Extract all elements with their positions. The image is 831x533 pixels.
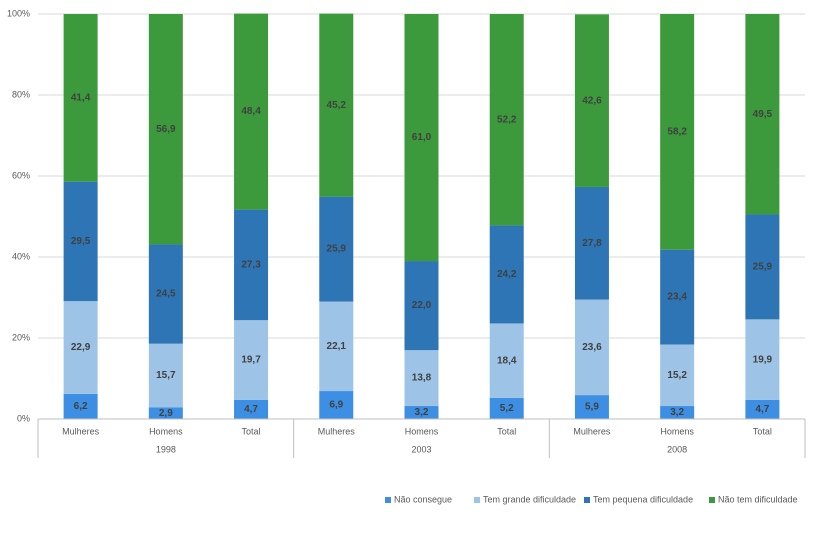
bar-segment [574, 395, 609, 419]
bar-segment [148, 343, 183, 408]
data-label: 18,4 [497, 355, 517, 366]
bar-segment [404, 14, 439, 262]
data-label: 4,7 [755, 404, 769, 415]
bar-segment [574, 186, 609, 300]
x-tick-label: Homens [660, 426, 694, 436]
bar-segment [404, 406, 439, 419]
bar-segment [660, 344, 695, 407]
bar-segment [319, 13, 354, 197]
x-tick-label: Mulheres [62, 426, 100, 436]
bar-segment [489, 323, 524, 398]
data-label: 19,7 [241, 355, 261, 366]
data-label: 19,9 [753, 354, 773, 365]
y-tick-label: 60% [12, 170, 30, 180]
data-label: 5,9 [585, 402, 599, 413]
data-label: 23,4 [667, 292, 687, 303]
data-label: 2,9 [159, 408, 173, 419]
bar-segment [745, 214, 780, 320]
bar-segment [319, 196, 354, 302]
data-label: 27,8 [582, 238, 602, 249]
group-label: 1998 [156, 444, 176, 454]
data-label: 22,1 [327, 341, 347, 352]
legend-swatch [709, 497, 715, 503]
bar-segment [745, 14, 780, 215]
bar-segment [234, 209, 269, 321]
data-label: 3,2 [670, 407, 684, 418]
group-label: 2008 [667, 444, 687, 454]
bar-segment [489, 225, 524, 324]
bar-segment [404, 261, 439, 351]
data-label: 15,2 [667, 370, 687, 381]
bar-segment [404, 350, 439, 407]
x-tick-label: Homens [149, 426, 183, 436]
data-label: 58,2 [667, 126, 687, 137]
legend-label: Não consegue [394, 494, 452, 504]
bar-segment [63, 14, 98, 182]
y-tick-label: 100% [7, 8, 30, 18]
legend-swatch [474, 497, 480, 503]
bar-segment [63, 301, 98, 394]
bar-segment [63, 181, 98, 302]
data-label: 52,2 [497, 114, 517, 125]
legend-label: Tem grande dificuldade [483, 494, 576, 504]
bar-segment [234, 399, 269, 419]
bar-segment [234, 13, 269, 210]
data-label: 45,2 [327, 100, 347, 111]
data-label: 6,9 [329, 400, 343, 411]
bar-segment [63, 393, 98, 419]
data-label: 22,9 [71, 342, 91, 353]
bar-segment [574, 14, 609, 187]
bar-segment [574, 299, 609, 396]
group-label: 2003 [411, 444, 431, 454]
data-label: 41,4 [71, 92, 91, 103]
data-label: 24,5 [156, 289, 176, 300]
data-label: 22,0 [412, 300, 432, 311]
data-label: 4,7 [244, 404, 258, 415]
data-label: 5,2 [500, 403, 514, 414]
legend-label: Tem pequena dificuldade [593, 494, 693, 504]
data-label: 6,2 [74, 401, 88, 412]
y-tick-label: 40% [12, 251, 30, 261]
legend-swatch [385, 497, 391, 503]
data-label: 48,4 [241, 106, 261, 117]
x-tick-label: Mulheres [318, 426, 356, 436]
data-label: 13,8 [412, 373, 432, 384]
data-label: 23,6 [582, 342, 602, 353]
x-tick-label: Total [497, 426, 516, 436]
y-tick-label: 80% [12, 89, 30, 99]
bar-segment [148, 244, 183, 344]
bar-segment [745, 399, 780, 419]
data-label: 25,9 [327, 244, 347, 255]
x-tick-label: Total [753, 426, 772, 436]
legend-swatch [584, 497, 590, 503]
x-tick-label: Homens [405, 426, 439, 436]
data-label: 49,5 [753, 109, 773, 120]
bar-segment [660, 406, 695, 419]
legend-label: Não tem dificuldade [718, 494, 798, 504]
data-label: 27,3 [241, 260, 261, 271]
data-label: 3,2 [415, 407, 429, 418]
data-label: 29,5 [71, 236, 91, 247]
data-label: 24,2 [497, 269, 517, 280]
bar-segment [148, 407, 183, 419]
bar-segment [660, 14, 695, 250]
bar-segment [319, 301, 354, 392]
bar-segment [319, 391, 354, 419]
bar-segment [660, 249, 695, 345]
data-label: 56,9 [156, 124, 176, 135]
x-tick-label: Total [242, 426, 261, 436]
y-tick-label: 0% [17, 413, 30, 423]
data-label: 61,0 [412, 132, 432, 143]
bar-segment [148, 14, 183, 245]
x-tick-label: Mulheres [573, 426, 611, 436]
data-label: 25,9 [753, 262, 773, 273]
bar-segment [489, 14, 524, 226]
bar-segment [489, 397, 524, 419]
data-label: 42,6 [582, 95, 602, 106]
y-tick-label: 20% [12, 332, 30, 342]
data-label: 15,7 [156, 370, 176, 381]
bar-segment [745, 319, 780, 400]
bar-segment [234, 320, 269, 400]
